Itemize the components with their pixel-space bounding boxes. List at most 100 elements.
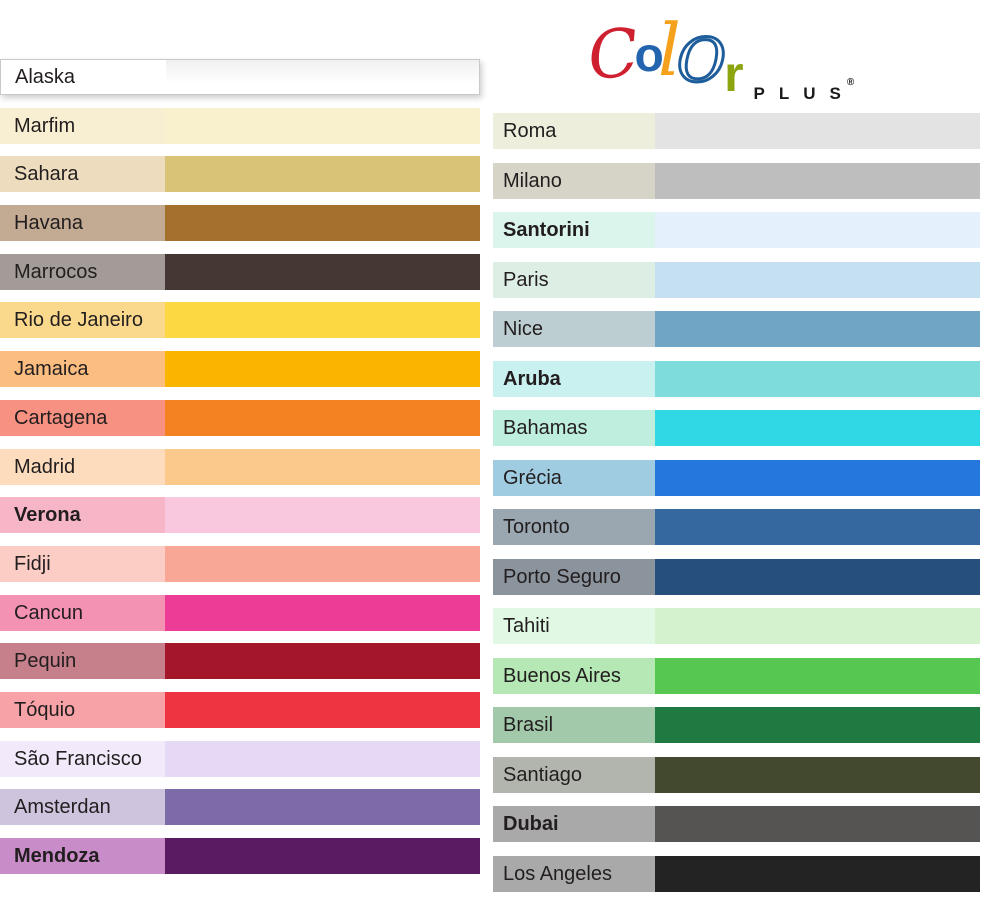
color-row: Alaska — [0, 59, 480, 95]
color-name-label: Santiago — [493, 756, 655, 793]
color-swatch — [165, 497, 480, 534]
color-row: Santorini — [493, 212, 980, 248]
right-color-column: Roma Milano Santorini Paris Nice Aruba Bahamas… — [493, 113, 980, 892]
color-swatch — [655, 855, 980, 892]
color-row: Bahamas — [493, 410, 980, 446]
color-swatch — [655, 113, 980, 149]
color-swatch — [655, 212, 980, 248]
color-name-label: Paris — [493, 261, 655, 298]
color-name-label: Grécia — [493, 459, 655, 496]
color-name-label: Nice — [493, 311, 655, 347]
color-swatch — [655, 162, 980, 199]
color-name-label: Marfim — [0, 107, 165, 144]
color-name-label: Sahara — [0, 156, 165, 193]
color-row: Cartagena — [0, 399, 480, 436]
color-swatch — [166, 60, 479, 94]
color-swatch — [655, 261, 980, 298]
color-row: Marrocos — [0, 253, 480, 290]
color-row: Tahiti — [493, 608, 980, 644]
color-name-label: Rio de Janeiro — [0, 302, 165, 339]
color-name-label: Marrocos — [0, 253, 165, 290]
color-swatch — [655, 311, 980, 347]
color-swatch — [165, 789, 480, 826]
color-name-label: Tahiti — [493, 608, 655, 644]
color-swatch — [655, 756, 980, 793]
color-name-label: Brasil — [493, 707, 655, 743]
color-row: Fidji — [0, 545, 480, 582]
color-swatch — [165, 594, 480, 631]
color-name-label: Pequin — [0, 643, 165, 680]
color-row: Marfim — [0, 107, 480, 144]
color-row: Grécia — [493, 459, 980, 496]
left-color-column: Alaska Marfim Sahara Havana Marrocos Rio de J… — [0, 59, 480, 874]
color-name-label: Verona — [0, 497, 165, 534]
color-row: Madrid — [0, 448, 480, 485]
logo-letter-c: C — [584, 13, 643, 96]
color-name-label: Madrid — [0, 448, 165, 485]
color-row: Cancun — [0, 594, 480, 631]
color-row: Brasil — [493, 707, 980, 743]
color-swatch — [165, 253, 480, 290]
color-name-label: Cartagena — [0, 399, 165, 436]
color-row: Los Angeles — [493, 855, 980, 892]
color-row: Mendoza — [0, 838, 480, 874]
color-row: Rio de Janeiro — [0, 302, 480, 339]
logo-letter-l: l — [657, 8, 681, 92]
color-swatch — [165, 691, 480, 728]
color-name-label: Los Angeles — [493, 855, 655, 892]
color-name-label: Alaska — [1, 60, 166, 94]
color-row: Buenos Aires — [493, 657, 980, 694]
color-swatch — [655, 608, 980, 644]
color-row: Amsterdan — [0, 789, 480, 826]
color-name-label: Dubai — [493, 806, 655, 842]
color-row: Nice — [493, 311, 980, 347]
color-row: Jamaica — [0, 351, 480, 388]
color-swatch — [165, 107, 480, 144]
color-name-label: Milano — [493, 162, 655, 199]
color-swatch — [165, 643, 480, 680]
color-swatch — [655, 410, 980, 446]
color-row: Havana — [0, 205, 480, 242]
color-swatch — [165, 351, 480, 388]
color-name-label: Cancun — [0, 594, 165, 631]
color-row: Dubai — [493, 806, 980, 842]
color-name-label: Porto Seguro — [493, 558, 655, 595]
logo-plus-text: PLUS — [753, 84, 855, 103]
color-name-label: Havana — [0, 205, 165, 242]
color-name-label: Jamaica — [0, 351, 165, 388]
color-row: Sahara — [0, 156, 480, 193]
color-swatch — [655, 806, 980, 842]
color-name-label: Roma — [493, 113, 655, 149]
color-swatch — [165, 448, 480, 485]
color-name-label: São Francisco — [0, 740, 165, 777]
color-row: Toronto — [493, 509, 980, 545]
color-swatch — [655, 509, 980, 545]
color-swatch — [655, 657, 980, 694]
color-swatch — [165, 302, 480, 339]
color-swatch — [165, 740, 480, 777]
color-swatch — [165, 545, 480, 582]
color-row: Santiago — [493, 756, 980, 793]
color-name-label: Santorini — [493, 212, 655, 248]
logo-letter-o: o — [634, 29, 664, 82]
color-name-label: Fidji — [0, 545, 165, 582]
color-row: São Francisco — [0, 740, 480, 777]
color-row: Milano — [493, 162, 980, 199]
color-row: Verona — [0, 497, 480, 534]
color-name-label: Mendoza — [0, 838, 165, 874]
color-name-label: Toronto — [493, 509, 655, 545]
color-swatch — [655, 360, 980, 397]
color-row: Paris — [493, 261, 980, 298]
color-name-label: Bahamas — [493, 410, 655, 446]
logo-letter-capital-o: O — [675, 26, 727, 96]
logo-letter-r: r — [724, 46, 744, 102]
color-name-label: Aruba — [493, 360, 655, 397]
color-swatch — [165, 838, 480, 874]
color-row: Aruba — [493, 360, 980, 397]
color-name-label: Amsterdan — [0, 789, 165, 826]
color-row: Porto Seguro — [493, 558, 980, 595]
registered-mark-icon: ® — [846, 77, 855, 88]
color-row: Pequin — [0, 643, 480, 680]
color-name-label: Buenos Aires — [493, 657, 655, 694]
